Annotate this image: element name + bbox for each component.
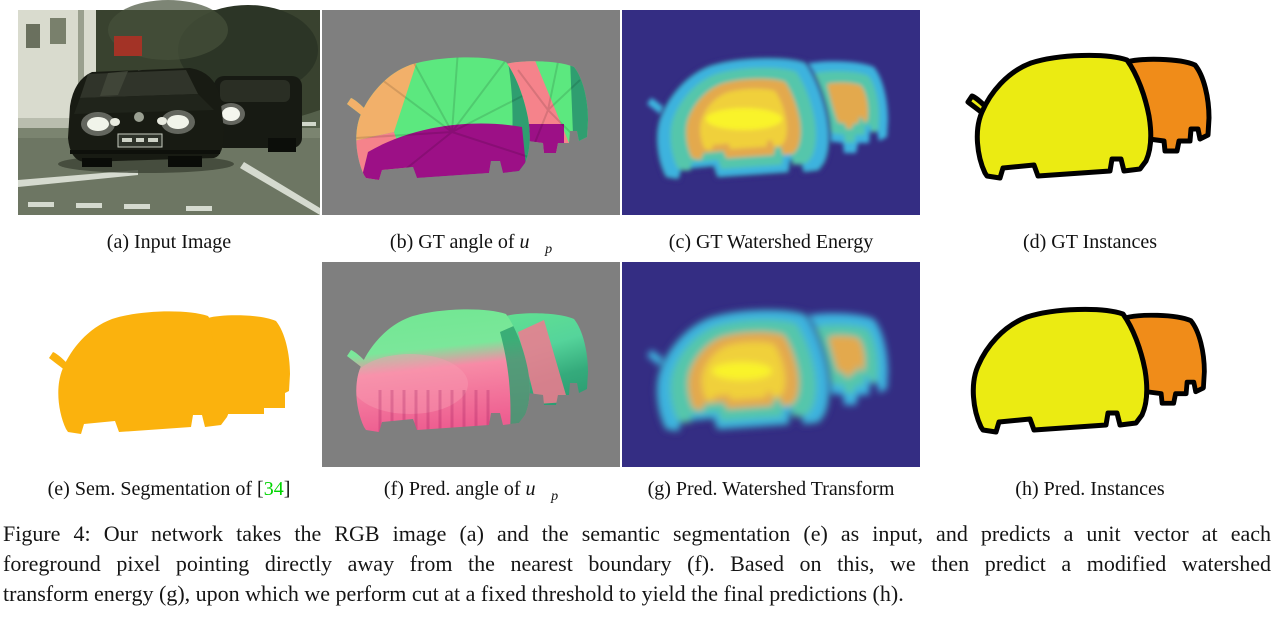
energy-front-car [647,55,832,182]
caption-text: (c) GT Watershed Energy [668,231,874,253]
panel-caption-d: (d) GT Instances [935,231,1245,254]
panel-caption-g: (g) Pred. Watershed Transform [622,478,920,501]
math-subscript-p: p [551,489,559,504]
panel-f-pred-angle [322,262,620,467]
rear-car-photo [214,76,302,152]
caption-text: (a) Input Image [106,231,232,253]
panel-caption-b: (b) GT angle of u⃗p [322,231,620,258]
road-markings [18,122,320,215]
panel-d-gt-instances [935,10,1245,215]
figure-caption-line: transform energy (g), upon which we perf… [3,581,904,606]
caption-text: (f) Pred. angle of [383,478,526,500]
panel-b-gt-angle [322,10,620,215]
segmentation-blob [49,311,290,434]
caption-text: ] [283,478,291,500]
panel-caption-c: (c) GT Watershed Energy [622,231,920,254]
panel-c-gt-energy [622,10,920,215]
figure-caption-line: Figure 4: Our network takes the RGB imag… [3,521,1271,546]
citation-link-34[interactable]: 34 [263,478,284,500]
panel-e-segmentation [18,262,320,467]
math-vector-u: u⃗ [525,478,552,500]
figure-caption: Figure 4: Our network takes the RGB imag… [0,519,1274,609]
panel-caption-e: (e) Sem. Segmentation of [34] [0,478,338,501]
caption-text: (h) Pred. Instances [1015,478,1165,500]
math-subscript-p: p [545,242,553,257]
caption-text: (b) GT angle of [389,231,520,253]
vw-badge [134,112,144,122]
panel-caption-h: (h) Pred. Instances [935,478,1245,501]
panel-caption-f: (f) Pred. angle of u⃗p [322,478,620,505]
figure-caption-line: foreground pixel pointing directly away … [3,551,1271,576]
caption-text: (g) Pred. Watershed Transform [647,478,895,500]
front-car-photo [68,68,224,167]
red-sign [114,36,142,56]
caption-text: (e) Sem. Segmentation of [ [47,478,264,500]
pred-energy-front-car [647,307,832,434]
panel-caption-a: (a) Input Image [0,231,338,254]
panel-a-input-image [18,0,320,215]
caption-text: (d) GT Instances [1022,231,1158,253]
panel-h-pred-instances [935,262,1245,467]
math-vector-u: u⃗ [519,231,546,253]
panel-g-pred-energy [622,262,920,467]
